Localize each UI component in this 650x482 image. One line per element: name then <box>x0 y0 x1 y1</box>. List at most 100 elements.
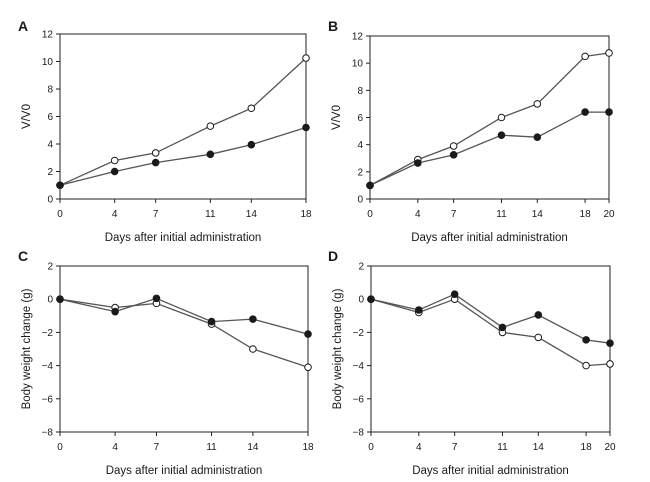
data-point-filled <box>304 330 312 338</box>
data-point-filled <box>533 133 542 141</box>
y-tick-label: 0 <box>357 195 363 206</box>
data-point-filled <box>56 181 64 190</box>
y-tick-label: −6 <box>353 394 365 405</box>
data-point-filled <box>582 336 590 344</box>
panel-b: B 0 2 4 6 8 10 12 0 4 7 11 14 18 20 Days after initial … <box>328 18 615 244</box>
data-point-open <box>249 345 257 353</box>
y-tick-label: −4 <box>42 361 54 372</box>
data-point-filled <box>366 181 374 190</box>
series-line-open <box>59 298 309 368</box>
x-tick-label: 18 <box>300 209 312 220</box>
y-tick-label: 4 <box>47 140 53 151</box>
y-tick-label: 2 <box>357 167 363 178</box>
y-tick-label: 0 <box>47 195 53 206</box>
y-tick-label: 6 <box>357 113 363 124</box>
data-point-filled <box>606 339 614 347</box>
data-point-filled <box>605 108 613 116</box>
x-tick-label: 4 <box>416 442 422 453</box>
data-point-filled <box>449 151 458 159</box>
y-tick-label: 12 <box>42 30 54 41</box>
y-tick-label: −8 <box>353 428 365 439</box>
x-tick-label: 4 <box>112 209 118 220</box>
x-tick-label: 0 <box>57 209 63 220</box>
data-point-filled <box>497 131 506 139</box>
data-point-open <box>449 142 458 150</box>
data-point-open <box>151 149 160 157</box>
data-point-open <box>247 104 256 113</box>
data-point-filled <box>56 295 64 304</box>
x-axis-title: Days after initial administration <box>105 232 262 244</box>
series-line-filled <box>59 297 309 335</box>
x-tick-label: 20 <box>603 209 615 220</box>
y-axis-title: Body weight change (g) <box>21 288 33 409</box>
x-tick-label: 14 <box>533 442 545 453</box>
data-point-filled <box>302 123 310 132</box>
x-tick-label: 0 <box>368 442 374 453</box>
data-point-open <box>581 52 589 61</box>
y-tick-label: 0 <box>47 295 53 306</box>
series-line-filled <box>370 293 611 344</box>
data-point-filled <box>534 311 543 319</box>
data-point-filled <box>206 150 215 159</box>
y-tick-label: 10 <box>352 59 364 70</box>
plot-frame <box>369 35 610 200</box>
x-tick-label: 14 <box>247 442 259 453</box>
data-point-open <box>206 122 215 130</box>
y-axis-title: V/V0 <box>21 104 33 129</box>
y-tick-label: −4 <box>353 361 365 372</box>
y-tick-label: 0 <box>358 295 364 306</box>
data-point-open <box>582 361 590 370</box>
data-point-filled <box>581 108 589 116</box>
data-point-filled <box>367 295 375 304</box>
panel-a: A 0 2 4 6 8 10 12 0 4 7 11 14 18 Days after initial ad… <box>18 18 312 244</box>
data-point-open <box>304 363 312 372</box>
y-axis-title: V/V0 <box>331 105 343 130</box>
series-line-filled <box>59 126 307 186</box>
y-tick-label: 2 <box>358 262 364 273</box>
x-tick-label: 7 <box>153 209 159 220</box>
series-line-open <box>370 298 611 367</box>
y-tick-label: 8 <box>357 86 363 97</box>
data-point-filled <box>414 159 422 167</box>
data-point-filled <box>207 317 216 326</box>
y-tick-label: −2 <box>42 328 54 339</box>
data-point-filled <box>152 294 161 303</box>
x-tick-label: 14 <box>532 209 544 220</box>
x-tick-label: 18 <box>580 209 592 220</box>
data-point-open <box>533 100 542 108</box>
data-point-open <box>605 49 613 57</box>
data-point-filled <box>111 307 119 316</box>
x-tick-label: 4 <box>112 442 118 453</box>
y-tick-label: 2 <box>47 167 53 178</box>
y-tick-label: −2 <box>353 328 365 339</box>
series-line-filled <box>369 111 609 186</box>
plot-frame <box>370 265 611 433</box>
series-line-open <box>369 52 610 186</box>
y-tick-label: 4 <box>357 140 363 151</box>
panel-letter: B <box>328 18 338 34</box>
plot-frame <box>59 33 307 200</box>
y-tick-label: 10 <box>42 57 54 68</box>
x-tick-label: 7 <box>451 209 457 220</box>
x-tick-label: 0 <box>367 209 373 220</box>
x-axis-title: Days after initial administration <box>411 232 568 244</box>
data-point-filled <box>498 323 507 332</box>
y-tick-label: 8 <box>47 85 53 96</box>
data-point-open <box>110 156 119 165</box>
y-tick-label: −6 <box>42 394 54 405</box>
x-tick-label: 7 <box>154 442 160 453</box>
data-point-open <box>302 54 310 62</box>
panel-letter: D <box>328 248 338 264</box>
data-point-filled <box>415 306 423 314</box>
data-point-filled <box>110 167 119 176</box>
x-tick-label: 14 <box>246 209 258 220</box>
x-tick-label: 20 <box>604 442 616 453</box>
x-tick-label: 11 <box>496 209 507 220</box>
plot-frame <box>59 265 309 433</box>
data-point-filled <box>151 158 160 167</box>
panel-letter: A <box>18 18 28 34</box>
x-tick-label: 11 <box>497 442 508 453</box>
x-tick-label: 11 <box>206 442 217 453</box>
